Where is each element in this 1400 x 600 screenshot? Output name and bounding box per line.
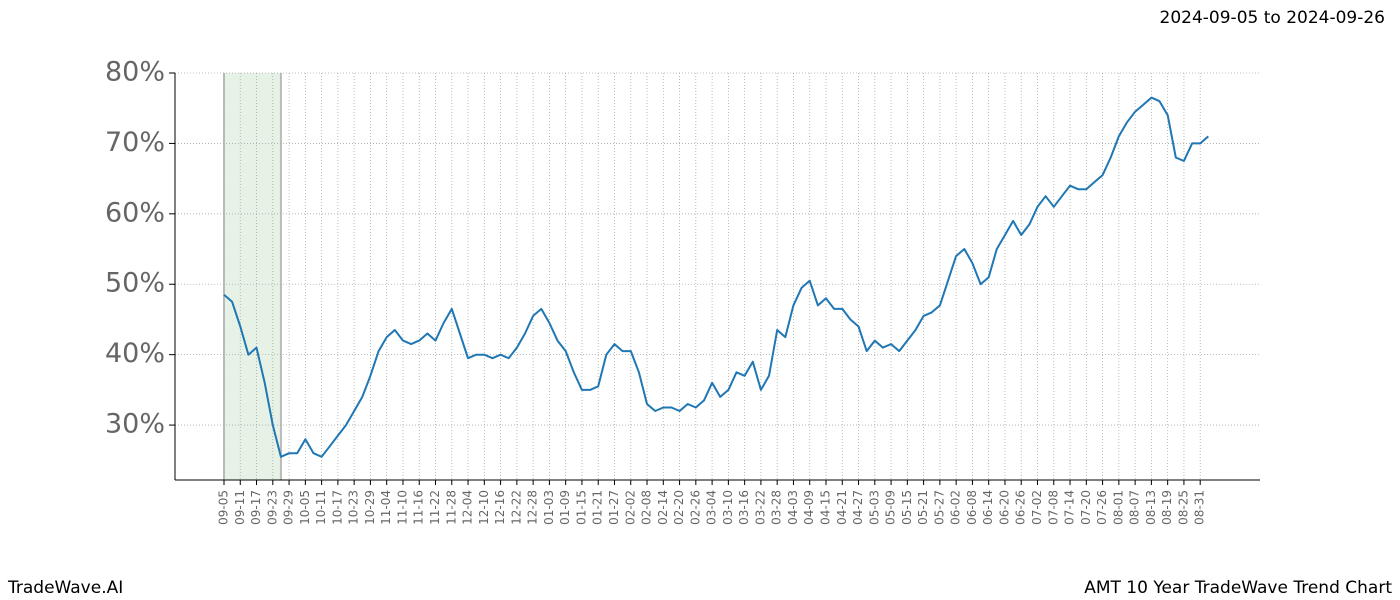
x-tick-label: 08-31: [1193, 490, 1207, 525]
y-tick-label: 70%: [105, 127, 165, 158]
x-tick-label: 10-11: [314, 490, 328, 525]
x-tick-label: 06-14: [981, 490, 995, 525]
x-tick-label: 04-03: [786, 490, 800, 525]
x-tick-label: 01-15: [574, 490, 588, 525]
x-tick-label: 09-17: [249, 490, 263, 525]
x-tick-label: 08-01: [1111, 490, 1125, 525]
x-tick-label: 01-09: [558, 490, 572, 525]
y-tick-label: 80%: [105, 57, 165, 88]
x-tick-label: 08-19: [1160, 490, 1174, 525]
y-tick-label: 50%: [105, 268, 165, 299]
x-tick-label: 01-03: [542, 490, 556, 525]
x-tick-label: 02-08: [640, 490, 654, 525]
x-tick-label: 07-14: [1063, 490, 1077, 525]
x-tick-label: 10-17: [330, 490, 344, 525]
x-tick-label: 04-21: [835, 490, 849, 525]
y-tick-label: 40%: [105, 338, 165, 369]
x-tick-label: 11-28: [444, 490, 458, 525]
x-tick-label: 03-04: [705, 490, 719, 525]
x-tick-label: 02-02: [623, 490, 637, 525]
x-tick-label: 09-29: [282, 490, 296, 525]
x-tick-label: 04-15: [818, 490, 832, 525]
footer-right: AMT 10 Year TradeWave Trend Chart: [1084, 578, 1392, 598]
x-tick-label: 12-10: [477, 490, 491, 525]
x-tick-label: 05-09: [884, 490, 898, 525]
x-tick-label: 03-22: [753, 490, 767, 525]
x-tick-label: 06-08: [965, 490, 979, 525]
x-tick-label: 07-26: [1095, 490, 1109, 525]
x-tick-label: 07-08: [1046, 490, 1060, 525]
x-tick-label: 12-16: [493, 490, 507, 525]
x-tick-label: 05-15: [900, 490, 914, 525]
x-tick-label: 06-02: [949, 490, 963, 525]
x-tick-label: 02-26: [688, 490, 702, 525]
x-tick-label: 03-10: [721, 490, 735, 525]
trend-line: [223, 96, 1209, 458]
x-tick-label: 11-16: [412, 490, 426, 525]
x-tick-label: 10-23: [347, 490, 361, 525]
x-tick-label: 03-16: [737, 490, 751, 525]
x-tick-label: 11-22: [428, 490, 442, 525]
x-tick-label: 01-27: [607, 490, 621, 525]
x-tick-label: 06-26: [1014, 490, 1028, 525]
x-tick-label: 07-20: [1079, 490, 1093, 525]
x-tick-label: 09-05: [217, 490, 231, 525]
x-tick-label: 12-22: [509, 490, 523, 525]
x-tick-label: 09-23: [265, 490, 279, 525]
x-tick-label: 06-20: [997, 490, 1011, 525]
footer-left: TradeWave.AI: [7, 578, 123, 598]
x-tick-label: 10-29: [363, 490, 377, 525]
x-tick-label: 02-14: [656, 490, 670, 525]
x-tick-label: 07-02: [1030, 490, 1044, 525]
x-tick-label: 10-05: [298, 490, 312, 525]
x-tick-label: 08-07: [1128, 490, 1142, 525]
x-tick-label: 12-28: [526, 490, 540, 525]
x-tick-label: 05-03: [867, 490, 881, 525]
x-tick-label: 08-25: [1176, 490, 1190, 525]
x-tick-label: 04-09: [802, 490, 816, 525]
x-tick-label: 01-21: [591, 490, 605, 525]
x-tick-label: 05-27: [932, 490, 946, 525]
highlight-band: [224, 73, 281, 480]
date-range: 2024-09-05 to 2024-09-26: [1160, 8, 1385, 28]
x-tick-label: 12-04: [461, 490, 475, 525]
x-tick-label: 08-13: [1144, 490, 1158, 525]
x-tick-label: 05-21: [916, 490, 930, 525]
x-tick-label: 03-28: [770, 490, 784, 525]
x-tick-label: 09-11: [233, 490, 247, 525]
y-tick-label: 60%: [105, 197, 165, 228]
x-tick-label: 11-10: [395, 490, 409, 525]
x-tick-label: 04-27: [851, 490, 865, 525]
x-tick-label: 02-20: [672, 490, 686, 525]
x-tick-label: 11-04: [379, 490, 393, 525]
y-tick-label: 30%: [105, 409, 165, 440]
